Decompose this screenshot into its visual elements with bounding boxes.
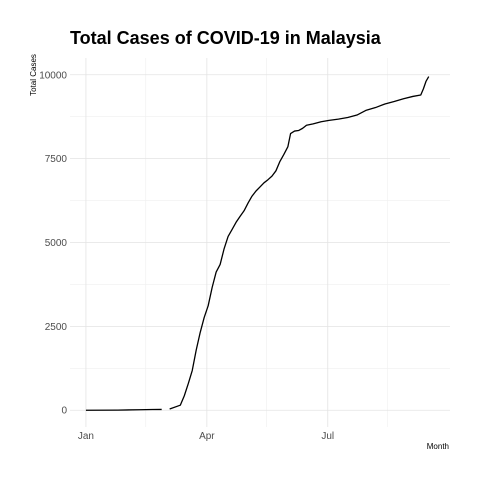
x-axis-title: Month: [427, 442, 449, 451]
major-gridlines: [70, 58, 450, 427]
x-axis-ticks: Jan Apr Jul: [78, 431, 334, 442]
x-tick-label: Jul: [321, 431, 334, 442]
series-line: [169, 76, 430, 410]
x-tick-label: Apr: [199, 431, 215, 442]
y-tick-label: 0: [61, 406, 67, 417]
series-line: [85, 408, 162, 411]
series-group: [85, 76, 430, 411]
chart-title: Total Cases of COVID-19 in Malaysia: [70, 28, 382, 48]
y-tick-label: 5000: [45, 238, 68, 249]
y-tick-label: 7500: [45, 154, 68, 165]
y-tick-label: 2500: [45, 322, 68, 333]
y-axis-title: Total Cases: [29, 54, 38, 96]
x-tick-label: Jan: [78, 431, 94, 442]
y-tick-label: 10000: [39, 70, 67, 81]
y-axis-ticks: 0 2500 5000 7500 10000: [39, 70, 67, 416]
